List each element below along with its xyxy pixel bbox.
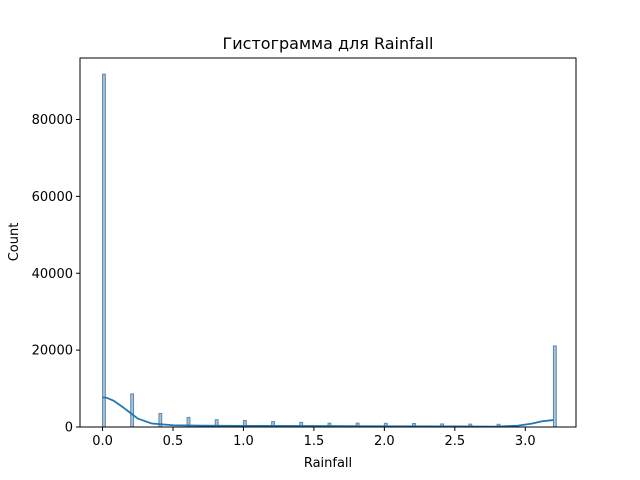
y-tick-label: 40000 (32, 267, 73, 282)
x-tick-label: 0.5 (163, 434, 184, 449)
x-tick-label: 1.0 (233, 434, 254, 449)
x-tick-label: 0.0 (92, 434, 113, 449)
histogram-bar (102, 73, 106, 428)
y-tick-label: 80000 (32, 113, 73, 128)
y-tick-label: 20000 (32, 344, 73, 359)
x-tick-label: 2.5 (444, 434, 465, 449)
y-tick-label: 0 (65, 421, 73, 436)
x-tick-label: 3.0 (515, 434, 536, 449)
y-axis-label: Count (7, 223, 22, 262)
x-tick-label: 2.0 (374, 434, 395, 449)
histogram-bars (102, 73, 557, 428)
kde-curve-group (102, 396, 554, 428)
y-tick-label: 60000 (32, 190, 73, 205)
x-tick-label: 1.5 (304, 434, 325, 449)
plot-frame (79, 57, 577, 428)
histogram-bar (552, 345, 557, 428)
y-axis-ticks: 0 20000 40000 60000 80000 (32, 113, 80, 436)
chart-title: Гистограмма для Rainfall (223, 34, 434, 53)
kde-line (102, 396, 554, 428)
x-axis-label: Rainfall (304, 456, 352, 471)
x-axis-ticks: 0.0 0.5 1.0 1.5 2.0 2.5 3.0 (92, 427, 536, 449)
histogram-bar (130, 393, 135, 428)
